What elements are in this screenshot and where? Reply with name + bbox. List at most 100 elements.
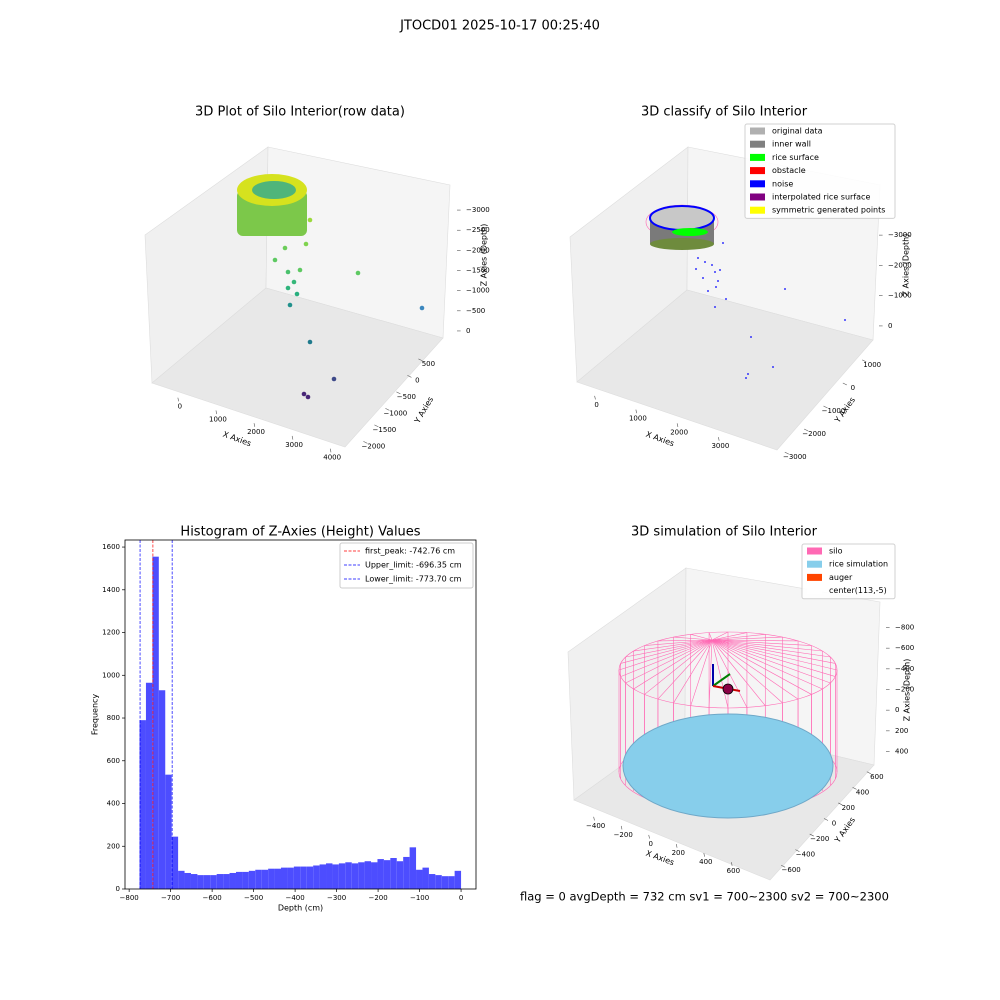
y-tick-label: −400 — [796, 851, 815, 859]
z-axis-label: Z Axies (Depth) — [480, 224, 489, 287]
inner-wall — [650, 238, 714, 250]
z-tick-label: −2000 — [466, 246, 490, 254]
histogram-bar — [235, 871, 243, 889]
noise-point — [714, 306, 716, 308]
silo-spoke — [690, 639, 713, 706]
tick-mark — [784, 451, 789, 455]
x-tick-label: −500 — [244, 894, 263, 902]
point — [355, 270, 361, 276]
tick-mark — [215, 410, 218, 415]
tick-mark — [418, 358, 423, 362]
histogram-bar — [338, 863, 346, 889]
z-tick-label: −3000 — [466, 206, 490, 214]
x-tick-label: 200 — [672, 849, 685, 857]
legend-label: Upper_limit: -696.35 cm — [365, 561, 462, 570]
histogram-bar — [396, 861, 404, 889]
z-axis-label: Z Axies (Depth) — [902, 234, 911, 297]
y-tick-label: 400 — [856, 788, 869, 796]
z-tick-label: −600 — [895, 644, 914, 652]
z-tick-label: −1500 — [466, 267, 490, 275]
histogram-bar — [403, 856, 410, 889]
x-axis-label: Depth (cm) — [278, 904, 323, 913]
tick-mark — [823, 405, 828, 409]
histogram-bar — [255, 869, 262, 889]
histogram-bar — [319, 864, 327, 889]
point — [305, 394, 311, 400]
y-tick-label: 400 — [107, 800, 120, 808]
tick-mark — [177, 397, 179, 402]
x-tick-label: −100 — [410, 894, 429, 902]
silo-spoke — [657, 639, 713, 700]
histogram-bar — [152, 556, 159, 889]
axes-frame — [124, 539, 477, 890]
x-tick-label: −300 — [327, 894, 346, 902]
z-tick-label: −1000 — [466, 287, 490, 295]
histogram-bar — [306, 866, 314, 889]
x-tick-label: −200 — [368, 894, 387, 902]
point — [282, 245, 288, 251]
silo-spoke — [711, 639, 831, 684]
tick-mark — [648, 834, 650, 839]
x-tick-label: 0 — [594, 401, 598, 409]
silo-spoke — [711, 639, 836, 664]
x-tick-label: −600 — [203, 894, 222, 902]
histogram-bar — [448, 876, 455, 889]
tick-mark — [718, 437, 720, 441]
silo-spoke — [711, 639, 823, 652]
histogram-bar — [178, 870, 185, 889]
tick-mark — [823, 818, 829, 821]
legend-label: rice surface — [772, 153, 819, 162]
legend-label: Lower_limit: -773.70 cm — [365, 575, 462, 584]
y-tick-label: 0 — [832, 820, 836, 828]
histogram-bar — [300, 866, 307, 889]
z-tick-label: −3000 — [888, 231, 912, 239]
y-tick-label: 0 — [116, 885, 120, 893]
legend-swatch — [750, 167, 765, 175]
x-tick-label: 3000 — [285, 441, 303, 449]
x-tick-label: −700 — [161, 894, 180, 902]
noise-point — [719, 269, 721, 271]
histogram-bar — [274, 868, 281, 889]
noise-point — [702, 277, 704, 279]
z-tick-label: −1000 — [888, 292, 912, 300]
histogram-bar — [216, 874, 224, 889]
silo-spoke — [711, 639, 812, 646]
silo-spoke — [708, 639, 713, 708]
silo-spoke — [711, 639, 729, 709]
silo-spoke — [711, 639, 783, 704]
axis-pane — [576, 289, 874, 451]
auger — [722, 683, 734, 695]
legend-label: noise — [772, 179, 793, 188]
y-tick-label: 1600 — [102, 543, 120, 551]
histogram-bar — [287, 867, 294, 889]
silo-spoke — [690, 634, 713, 641]
silo-spoke — [711, 639, 799, 642]
z-tick-label: −800 — [895, 624, 914, 632]
histogram-bar — [409, 847, 417, 889]
noise-point — [745, 377, 747, 379]
z-tick-label: −200 — [895, 686, 914, 694]
y-tick-label: −500 — [397, 393, 416, 401]
x-tick-label: 2000 — [670, 428, 688, 436]
legend-box — [801, 543, 896, 600]
histogram-bar — [313, 865, 320, 889]
tick-mark — [593, 816, 595, 821]
tick-mark — [731, 862, 733, 866]
histogram-bar — [145, 682, 153, 889]
legend-box — [339, 542, 474, 589]
histogram-bar — [428, 874, 436, 889]
legend-swatch — [750, 193, 765, 201]
x-tick-label: −200 — [614, 831, 633, 839]
y-tick-label: 600 — [870, 773, 883, 781]
legend-swatch — [807, 560, 822, 568]
axis-arrow — [712, 673, 731, 687]
noise-point — [707, 290, 709, 292]
y-tick-label: −1000 — [822, 407, 846, 415]
legend-swatch — [750, 180, 765, 188]
noise-point — [695, 268, 697, 270]
histogram-bar — [184, 872, 191, 889]
silo-spoke — [711, 639, 831, 658]
point — [291, 279, 297, 285]
histogram-bar — [223, 874, 230, 889]
x-tick-label: 600 — [727, 867, 740, 875]
